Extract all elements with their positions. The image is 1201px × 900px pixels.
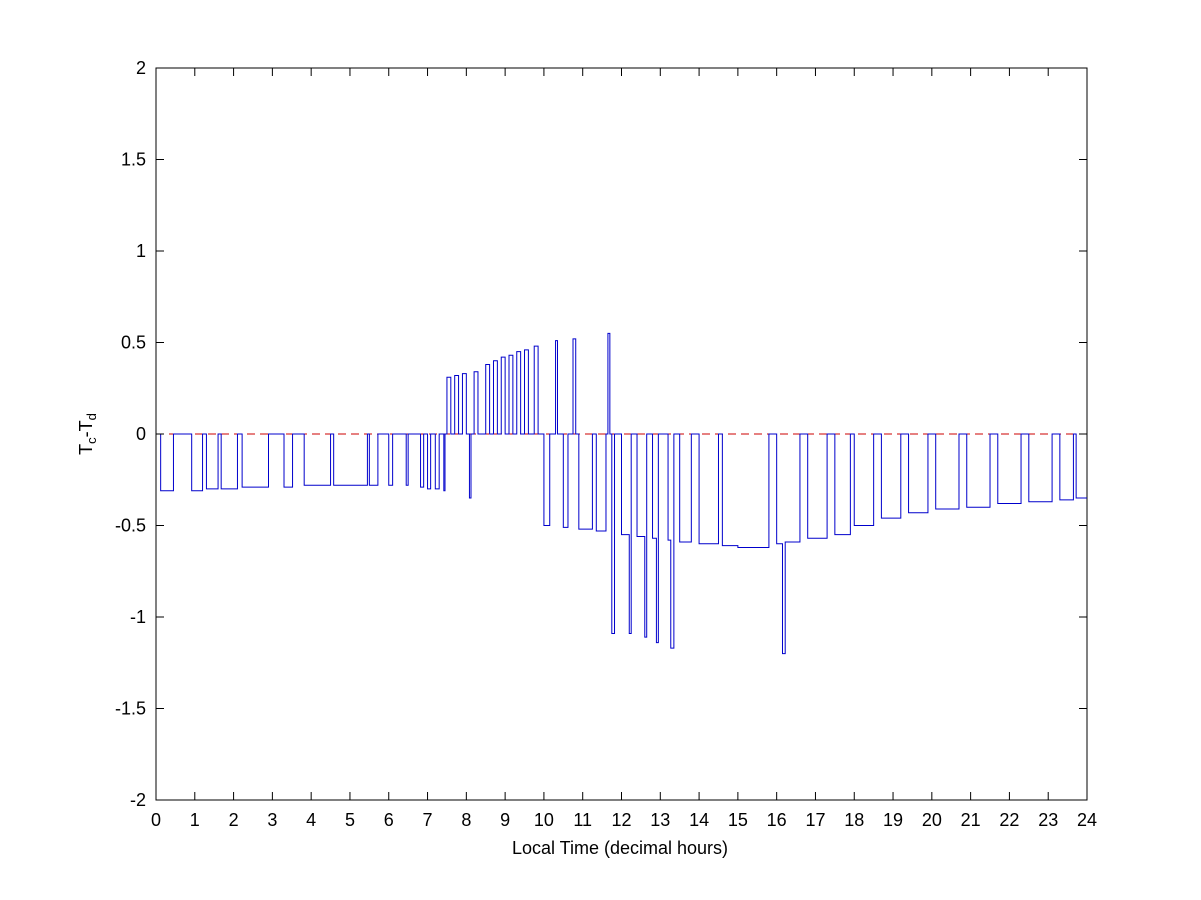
x-tick-label: 7 (423, 810, 433, 830)
x-tick-label: 0 (151, 810, 161, 830)
x-tick-label: 12 (611, 810, 631, 830)
y-tick-label: 1 (136, 241, 146, 261)
x-tick-label: 18 (844, 810, 864, 830)
x-tick-label: 19 (883, 810, 903, 830)
x-tick-label: 3 (267, 810, 277, 830)
y-tick-label: 0 (136, 424, 146, 444)
x-tick-label: 17 (805, 810, 825, 830)
x-tick-label: 16 (767, 810, 787, 830)
x-axis-label: Local Time (decimal hours) (512, 838, 728, 858)
x-tick-label: 4 (306, 810, 316, 830)
x-tick-label: 5 (345, 810, 355, 830)
y-tick-label: -0.5 (115, 516, 146, 536)
y-tick-label: -2 (130, 790, 146, 810)
x-tick-label: 21 (961, 810, 981, 830)
x-tick-label: 6 (384, 810, 394, 830)
x-tick-label: 1 (190, 810, 200, 830)
x-ticks: 0 1 2 3 4 5 6 7 8 9 10 11 12 13 14 15 16 17 18 19 20 21 22 23 24 (151, 68, 1097, 830)
x-tick-label: 22 (999, 810, 1019, 830)
y-tick-label: 0.5 (121, 333, 146, 353)
x-tick-label: 20 (922, 810, 942, 830)
y-ticks: -2 -1.5 -1 -0.5 0 0.5 1 1.5 2 (115, 58, 1087, 810)
y-axis-label: Tc-Td (76, 413, 99, 455)
x-tick-label: 14 (689, 810, 709, 830)
y-tick-label: 2 (136, 58, 146, 78)
series-line-0 (157, 332, 1087, 655)
y-tick-label: -1 (130, 607, 146, 627)
y-tick-label: -1.5 (115, 699, 146, 719)
plot-area (155, 67, 1088, 801)
x-tick-label: 2 (229, 810, 239, 830)
x-tick-label: 13 (650, 810, 670, 830)
x-tick-label: 11 (573, 810, 592, 830)
x-tick-label: 9 (500, 810, 510, 830)
x-tick-label: 10 (534, 810, 554, 830)
x-tick-label: 15 (728, 810, 748, 830)
y-tick-label: 1.5 (121, 150, 146, 170)
x-tick-label: 23 (1038, 810, 1058, 830)
x-tick-label: 8 (461, 810, 471, 830)
x-tick-label: 24 (1077, 810, 1097, 830)
